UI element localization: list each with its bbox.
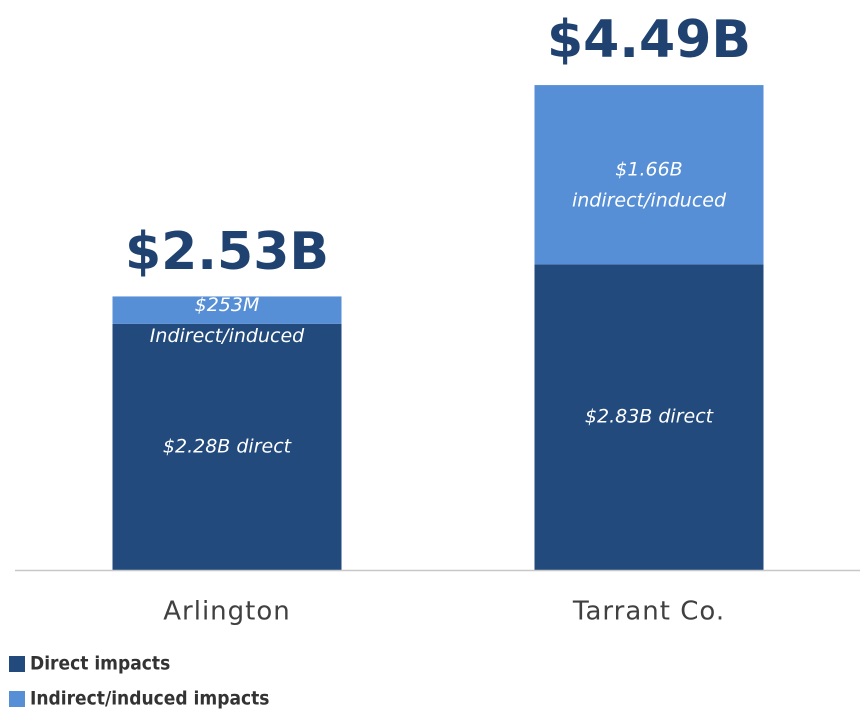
legend-swatch bbox=[9, 691, 25, 707]
legend-label: Indirect/induced impacts bbox=[30, 688, 269, 710]
legend-label: Direct impacts bbox=[30, 653, 170, 675]
total-label: $4.49B bbox=[547, 10, 751, 70]
segment-label: $1.66B indirect/induced bbox=[572, 158, 727, 211]
total-label: $2.53B bbox=[125, 222, 329, 282]
legend-swatch bbox=[9, 656, 25, 672]
bar-segment bbox=[112, 323, 342, 570]
segment-label: $2.28B direct bbox=[163, 435, 293, 457]
segment-label: $2.83B direct bbox=[585, 406, 715, 428]
x-tick-label: Tarrant Co. bbox=[572, 597, 725, 627]
segment-label: $253M Indirect/induced bbox=[150, 294, 305, 347]
bar-segment bbox=[534, 85, 764, 265]
bar-segment bbox=[112, 296, 342, 324]
x-tick-label: Arlington bbox=[163, 597, 291, 627]
bar-segment bbox=[534, 264, 764, 570]
